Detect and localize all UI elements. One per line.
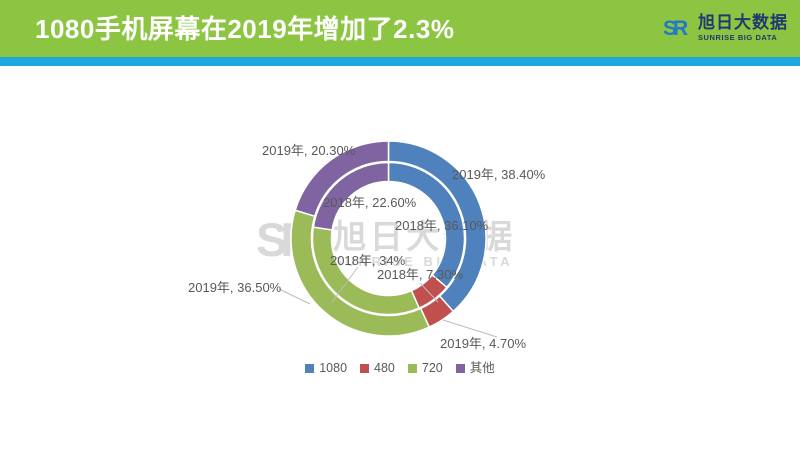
leader-line [278, 288, 311, 305]
legend-item-720: 720 [407, 361, 443, 375]
legend-label: 1080 [319, 361, 348, 375]
legend-swatch [360, 364, 370, 373]
accent-stripe [0, 57, 800, 66]
header-bar: 1080手机屏幕在2019年增加了2.3% SR R 旭日大数据 SUNRISE… [0, 0, 800, 57]
legend-label: 480 [374, 361, 395, 375]
leader-line [442, 319, 498, 338]
legend-item-480: 480 [360, 362, 395, 375]
segment-2019-其他 [294, 140, 390, 217]
leader-line [331, 266, 359, 303]
segment-2019-720 [290, 209, 430, 337]
legend-item-其他: 其他 [455, 361, 495, 375]
svg-text:R: R [673, 17, 688, 40]
brand-name-cn: 旭日大数据 [698, 13, 788, 32]
brand-names: 旭日大数据 SUNRISE BIG DATA [698, 14, 788, 42]
donut-chart-svg [278, 140, 498, 338]
brand-logo: SR R 旭日大数据 SUNRISE BIG DATA [664, 14, 788, 42]
segment-2018-其他 [312, 161, 390, 231]
legend-item-1080: 1080 [305, 362, 347, 375]
legend-label: 其他 [469, 361, 495, 375]
brand-name-en: SUNRISE BIG DATA [698, 33, 778, 42]
legend-swatch [407, 364, 417, 373]
leader-line [419, 282, 439, 303]
donut-chart: SR 旭日大数据 SUNRISE BIG DATA 2019年, 20.30% 2… [0, 66, 800, 449]
chart-legend: 1080 480 720 其他 [0, 362, 800, 375]
page-title: 1080手机屏幕在2019年增加了2.3% [35, 14, 455, 44]
legend-swatch [305, 364, 315, 373]
legend-swatch [455, 364, 465, 373]
sr-logo-icon: SR R [664, 17, 691, 40]
legend-label: 720 [421, 361, 443, 375]
